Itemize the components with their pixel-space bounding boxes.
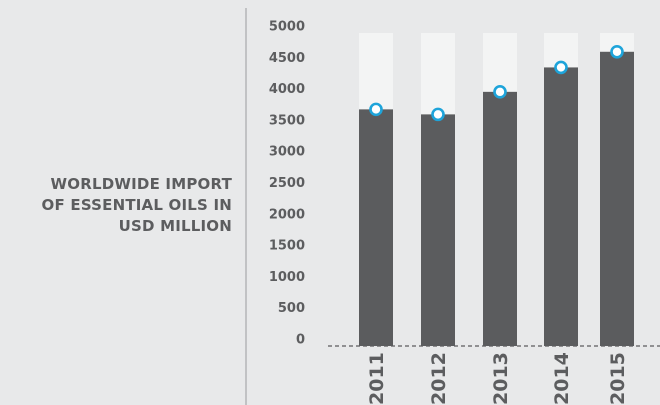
x-tick-label: 2012 — [428, 352, 450, 405]
chart-title-line-1: WORLDWIDE IMPORT — [50, 175, 232, 193]
y-tick-label: 500 — [278, 301, 305, 316]
x-tick-label: 2013 — [490, 352, 512, 405]
bar — [600, 51, 634, 346]
y-tick-label: 2500 — [269, 176, 305, 191]
y-tick-label: 3000 — [269, 145, 305, 160]
x-tick-label: 2015 — [607, 352, 629, 405]
bar — [421, 114, 455, 346]
bar — [359, 109, 393, 346]
y-tick-label: 1000 — [269, 270, 305, 285]
y-tick-label: 4500 — [269, 51, 305, 66]
chart-title-line-2: OF ESSENTIAL OILS IN — [41, 196, 232, 214]
data-point-marker — [369, 102, 383, 117]
chart-title: WORLDWIDE IMPORT OF ESSENTIAL OILS IN US… — [0, 174, 232, 237]
y-tick-label: 1500 — [269, 239, 305, 254]
chart-title-line-3: USD MILLION — [118, 217, 232, 235]
y-tick-label: 3500 — [269, 113, 305, 128]
data-point-marker — [431, 107, 445, 122]
x-tick-label: 2011 — [366, 352, 388, 405]
x-tick-label: 2014 — [551, 352, 573, 405]
y-tick-label: 5000 — [269, 20, 305, 35]
y-tick-label: 0 — [296, 333, 305, 348]
y-tick-label: 2000 — [269, 207, 305, 222]
y-tick-label: 4000 — [269, 82, 305, 97]
data-point-marker — [554, 60, 568, 75]
bar — [544, 67, 578, 347]
data-point-marker — [493, 85, 507, 99]
data-point-marker — [610, 44, 624, 59]
bar — [483, 91, 517, 347]
